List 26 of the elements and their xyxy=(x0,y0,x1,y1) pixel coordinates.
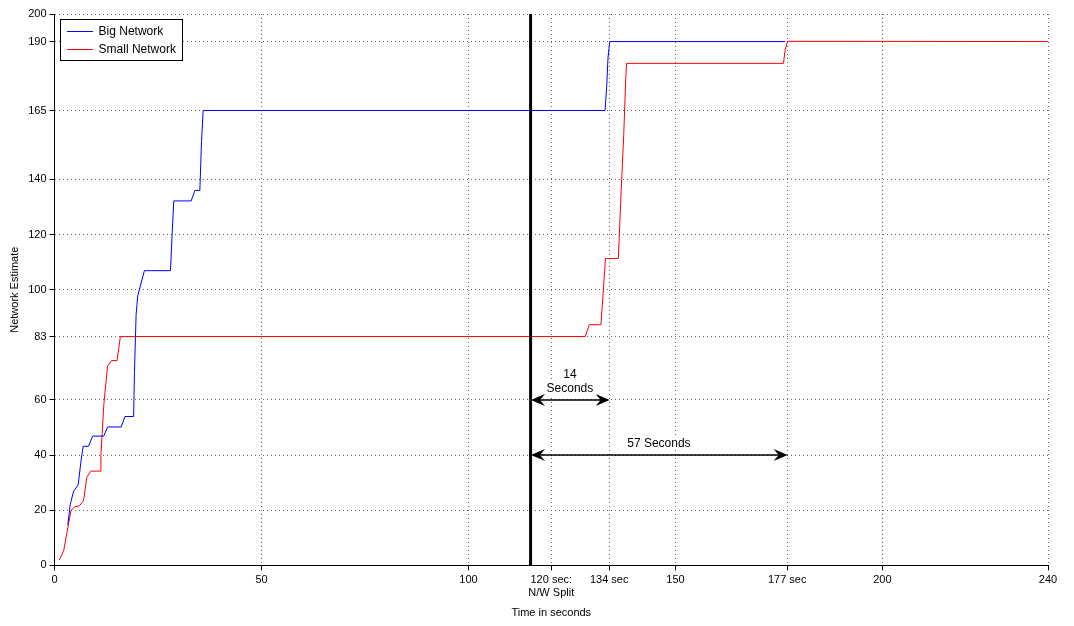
annotation: 57 Seconds xyxy=(627,436,691,451)
y-tick-label: 20 xyxy=(34,503,47,516)
y-tick-label: 83 xyxy=(34,329,47,342)
y-tick-label: 165 xyxy=(28,103,47,116)
x-tick-label: 50 xyxy=(255,573,268,586)
y-tick-label: 140 xyxy=(28,172,47,185)
y-tick-label: 120 xyxy=(28,227,47,240)
y-tick-label: 60 xyxy=(34,393,47,406)
annotation: 14 Seconds xyxy=(546,366,594,395)
y-tick-label: 0 xyxy=(40,558,47,571)
x-tick-label: 134 sec xyxy=(589,573,629,586)
x-tick-label: 240 xyxy=(1038,573,1058,586)
legend-label: Small Network xyxy=(98,42,176,56)
x-tick-label: 120 sec: N/W Split xyxy=(528,573,575,599)
y-tick-label: 100 xyxy=(28,282,47,295)
x-tick-label: 150 xyxy=(666,573,685,586)
x-tick-label: 0 xyxy=(51,573,58,586)
y-axis-title: Network Estimate xyxy=(7,246,20,333)
y-tick-label: 40 xyxy=(34,448,47,461)
x-tick-label: 100 xyxy=(459,573,478,586)
x-tick-label: 177 sec xyxy=(767,573,807,586)
x-tick-label: 200 xyxy=(873,573,892,586)
y-tick-label: 200 xyxy=(28,7,47,20)
x-axis-title: Time in seconds xyxy=(511,606,592,619)
y-tick-label: 190 xyxy=(28,34,47,47)
legend-label: Big Network xyxy=(98,24,164,38)
